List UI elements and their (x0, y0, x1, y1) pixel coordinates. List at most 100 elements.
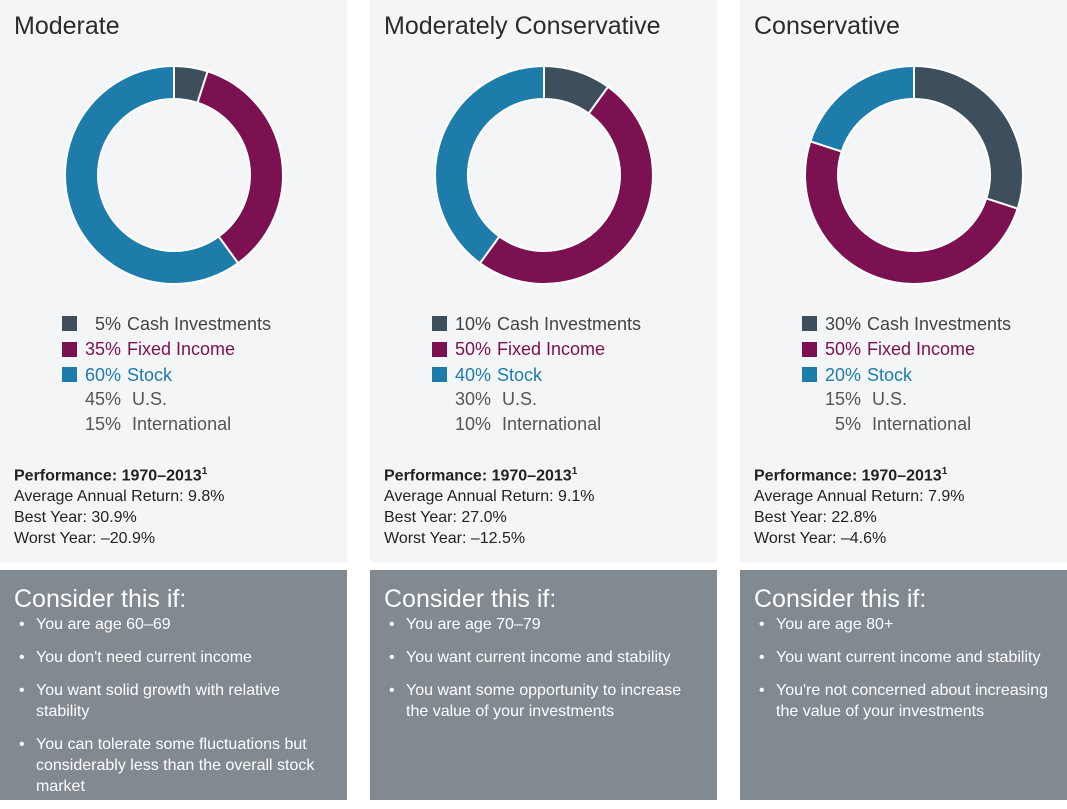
donut-slice-stock (64, 65, 240, 285)
consider-panel: Consider this if: You are age 70–79 You … (370, 570, 717, 800)
consider-item: You can tolerate some fluctuations but c… (14, 734, 334, 797)
legend-subitem-international: 5% International (802, 413, 1011, 439)
legend-pct: 10% (454, 313, 491, 334)
legend-label: Stock (497, 364, 543, 385)
legend-subitem-us: 15% U.S. (802, 388, 1011, 414)
legend-item-cash: 30% Cash Investments (802, 311, 1011, 337)
legend-label: Cash Investments (127, 313, 272, 334)
legend-pct: 50% (454, 339, 491, 360)
portfolio-card-moderately-conservative: Moderately Conservative 10% Cash Investm… (370, 0, 717, 800)
legend-item-stock: 60% Stock (62, 362, 271, 388)
consider-item: You don't need current income (14, 647, 334, 668)
sub-pct: 10% (454, 414, 491, 434)
cash-swatch (432, 316, 447, 332)
portfolio-summary-panel: Conservative 30% Cash Investments 50% Fi… (740, 0, 1067, 562)
legend-item-stock: 20% Stock (802, 362, 1011, 388)
consider-list: You are age 60–69 You don't need current… (14, 614, 334, 809)
legend-label: Cash Investments (497, 313, 642, 334)
legend-item-cash: 10% Cash Investments (432, 311, 641, 337)
allocation-legend: 30% Cash Investments 50% Fixed Income 20… (802, 311, 1011, 439)
donut-slice-fixed-income (804, 140, 1019, 285)
legend-label: Cash Investments (867, 313, 1012, 334)
performance-heading-text: Performance: 1970–2013 (384, 467, 572, 485)
best-year: Best Year: 30.9% (14, 509, 137, 527)
worst-year: Worst Year: –12.5% (384, 530, 526, 548)
sub-label: International (872, 414, 972, 434)
portfolio-title: Conservative (754, 12, 900, 40)
allocation-legend: 5% Cash Investments 35% Fixed Income 60%… (62, 311, 271, 439)
sub-label: U.S. (132, 388, 168, 409)
best-year: Best Year: 27.0% (384, 509, 507, 527)
fixed-income-swatch (432, 341, 447, 357)
consider-list: You are age 80+ You want current income … (754, 614, 1067, 734)
consider-panel: Consider this if: You are age 60–69 You … (0, 570, 347, 800)
fixed-income-swatch (802, 341, 817, 357)
average-annual-return: Average Annual Return: 9.1% (384, 488, 595, 506)
legend-label: Fixed Income (497, 339, 606, 360)
stock-swatch (62, 367, 77, 383)
legend-item-fixed-income: 50% Fixed Income (802, 337, 1011, 363)
sub-pct: 15% (84, 414, 121, 434)
allocation-donut-chart (804, 65, 1024, 285)
legend-pct: 30% (824, 313, 861, 334)
consider-item: You are age 60–69 (14, 614, 334, 635)
sub-pct: 45% (84, 388, 121, 409)
stock-swatch (432, 367, 447, 383)
legend-label: Fixed Income (127, 339, 236, 360)
legend-label: Stock (867, 364, 913, 385)
legend-item-cash: 5% Cash Investments (62, 311, 271, 337)
legend-pct: 20% (824, 364, 861, 385)
donut-slice-fixed-income (478, 85, 654, 285)
allocation-donut-chart (434, 65, 654, 285)
legend-subitem-us: 30% U.S. (432, 388, 641, 414)
consider-item: You are age 80+ (754, 614, 1067, 635)
legend-pct: 5% (94, 313, 121, 334)
fixed-income-swatch (62, 341, 77, 357)
donut-slice-cash (913, 65, 1024, 210)
portfolio-card-moderate: Moderate 5% Cash Investments 35% Fixed I… (0, 0, 347, 800)
stock-swatch (802, 367, 817, 383)
performance-heading: Performance: 1970–20131 (384, 461, 595, 486)
sub-label: U.S. (502, 388, 538, 409)
allocation-donut-chart (64, 65, 284, 285)
performance-block: Performance: 1970–20131 Average Annual R… (384, 461, 595, 549)
consider-item: You're not concerned about increasing th… (754, 680, 1067, 722)
sub-pct: 15% (824, 388, 861, 409)
legend-subitem-international: 10% International (432, 413, 641, 439)
legend-pct: 40% (454, 364, 491, 385)
portfolio-summary-panel: Moderately Conservative 10% Cash Investm… (370, 0, 717, 562)
sub-pct: 30% (454, 388, 491, 409)
legend-pct: 50% (824, 339, 861, 360)
sub-label: International (502, 414, 602, 434)
donut-slice-stock (434, 65, 545, 265)
average-annual-return: Average Annual Return: 9.8% (14, 488, 225, 506)
portfolio-card-conservative: Conservative 30% Cash Investments 50% Fi… (740, 0, 1067, 800)
consider-item: You are age 70–79 (384, 614, 704, 635)
sub-label: U.S. (872, 388, 908, 409)
donut-slice-fixed-income (196, 70, 284, 265)
footnote-marker: 1 (571, 466, 578, 477)
performance-heading-text: Performance: 1970–2013 (14, 467, 202, 485)
sub-pct: 5% (834, 414, 861, 434)
legend-item-stock: 40% Stock (432, 362, 641, 388)
average-annual-return: Average Annual Return: 7.9% (754, 488, 965, 506)
worst-year: Worst Year: –20.9% (14, 530, 156, 548)
legend-pct: 35% (84, 339, 121, 360)
consider-title: Consider this if: (754, 585, 927, 613)
consider-title: Consider this if: (14, 585, 187, 613)
consider-title: Consider this if: (384, 585, 557, 613)
allocation-legend: 10% Cash Investments 50% Fixed Income 40… (432, 311, 641, 439)
footnote-marker: 1 (941, 466, 948, 477)
performance-heading-text: Performance: 1970–2013 (754, 467, 942, 485)
portfolio-title: Moderately Conservative (384, 12, 661, 40)
legend-item-fixed-income: 50% Fixed Income (432, 337, 641, 363)
best-year: Best Year: 22.8% (754, 509, 877, 527)
cash-swatch (802, 316, 817, 332)
performance-block: Performance: 1970–20131 Average Annual R… (14, 461, 225, 549)
performance-heading: Performance: 1970–20131 (754, 461, 965, 486)
legend-label: Fixed Income (867, 339, 976, 360)
consider-item: You want current income and stability (384, 647, 704, 668)
consider-item: You want some opportunity to increase th… (384, 680, 704, 722)
consider-item: You want current income and stability (754, 647, 1067, 668)
sub-label: International (132, 414, 232, 434)
